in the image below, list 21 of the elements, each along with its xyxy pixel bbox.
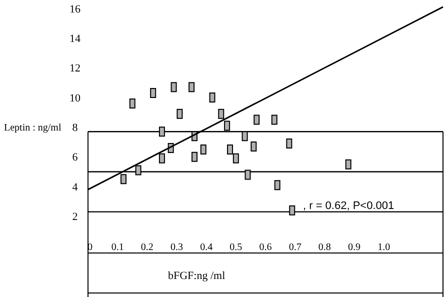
x-tick-label: 0.2 (140, 242, 154, 253)
y-tick-label: 4 (72, 181, 78, 194)
x-tick-label: 0.9 (348, 242, 360, 253)
y-tick-label: 16 (70, 3, 81, 16)
y-tick-label: 14 (70, 32, 81, 45)
x-tick-label: 0.3 (170, 242, 183, 253)
y-axis-title: Leptin : ng/ml (4, 122, 62, 134)
y-tick-label: 2 (72, 211, 78, 224)
x-tick-label: 0.7 (288, 242, 302, 253)
x-tick-label: 0.1 (111, 242, 124, 253)
x-axis-title: bFGF:ng /ml (168, 270, 226, 282)
x-tick-label: 0.5 (230, 242, 242, 253)
x-tick-label: 0.4 (200, 242, 213, 253)
annotation: , r = 0.62, P<0.001 (303, 200, 394, 212)
y-tick-label: 10 (70, 92, 81, 104)
y-tick-label: 12 (70, 62, 80, 75)
y-tick-label: 6 (72, 152, 78, 164)
x-tick-label: 0.6 (259, 242, 272, 253)
x-tick-label: 0.8 (318, 242, 331, 253)
x-tick-label: 1.0 (378, 242, 390, 253)
y-tick-label: 8 (72, 122, 78, 134)
